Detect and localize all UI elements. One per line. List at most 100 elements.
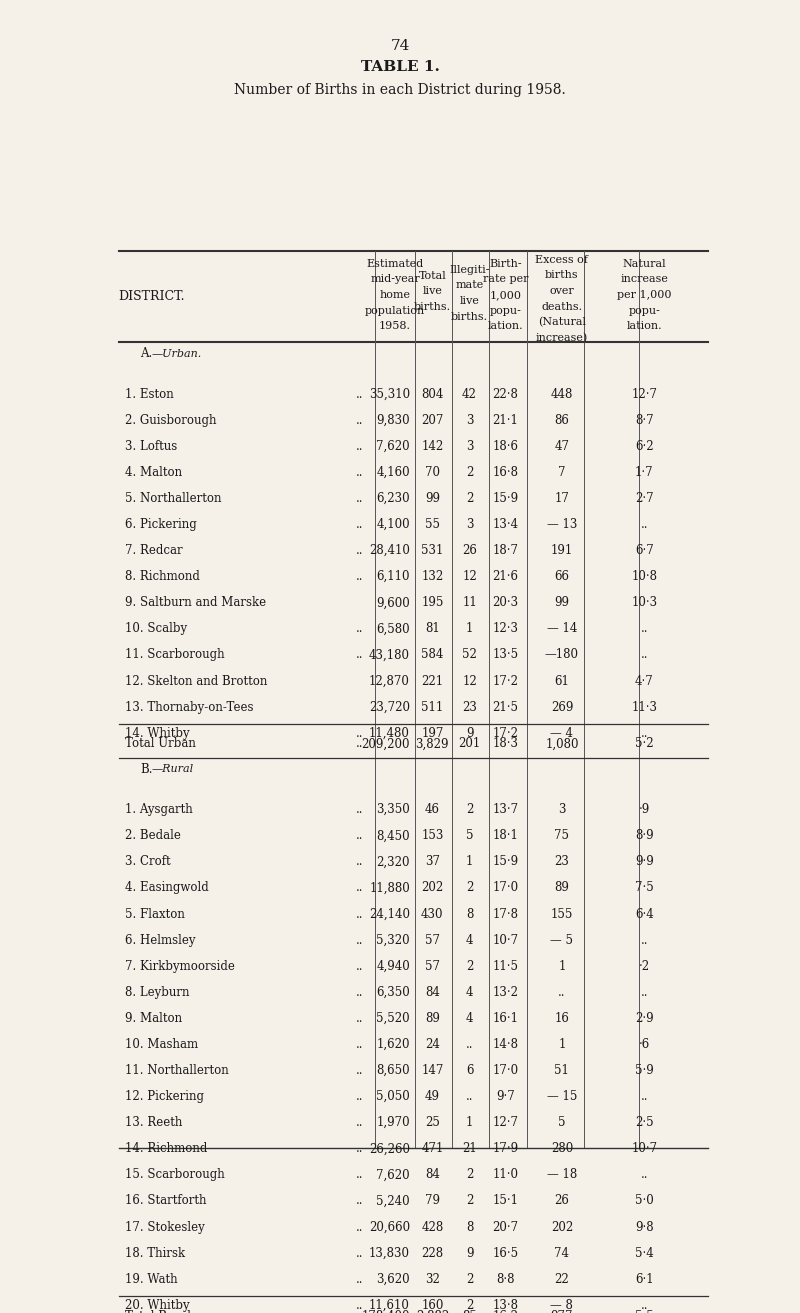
Text: 6·4: 6·4 [635, 907, 654, 920]
Text: 2: 2 [466, 804, 474, 817]
Text: mid-year: mid-year [370, 274, 420, 285]
Text: 17·8: 17·8 [493, 907, 518, 920]
Text: 74: 74 [390, 39, 410, 54]
Text: ..: .. [355, 1090, 363, 1103]
Text: 57: 57 [425, 934, 440, 947]
Text: 11,610: 11,610 [369, 1299, 410, 1312]
Text: 75: 75 [554, 830, 570, 843]
Text: increase): increase) [536, 334, 588, 343]
Text: Total: Total [418, 270, 446, 281]
Text: 18·6: 18·6 [493, 440, 518, 453]
Text: 228: 228 [422, 1246, 443, 1259]
Text: 11. Scarborough: 11. Scarborough [125, 649, 225, 662]
Text: 18·7: 18·7 [493, 544, 518, 557]
Text: 16·1: 16·1 [493, 1012, 518, 1025]
Text: 1: 1 [466, 1116, 474, 1129]
Text: 1,000: 1,000 [490, 290, 522, 299]
Text: 12: 12 [462, 570, 477, 583]
Text: 4: 4 [466, 934, 474, 947]
Text: 18·1: 18·1 [493, 830, 518, 843]
Text: 12. Skelton and Brotton: 12. Skelton and Brotton [125, 675, 267, 688]
Text: 142: 142 [421, 440, 443, 453]
Text: 13. Thornaby-on-Tees: 13. Thornaby-on-Tees [125, 701, 254, 714]
Text: 1: 1 [466, 855, 474, 868]
Text: 13·8: 13·8 [493, 1299, 518, 1312]
Text: 4,160: 4,160 [376, 466, 410, 479]
Text: 26: 26 [462, 544, 477, 557]
Text: 1,970: 1,970 [376, 1116, 410, 1129]
Text: 201: 201 [458, 738, 481, 751]
Text: 1,620: 1,620 [377, 1039, 410, 1050]
Text: 9,600: 9,600 [376, 596, 410, 609]
Text: 5,520: 5,520 [376, 1012, 410, 1025]
Text: 2: 2 [466, 1299, 474, 1312]
Text: 2: 2 [466, 960, 474, 973]
Text: 4. Malton: 4. Malton [125, 466, 182, 479]
Text: 1·7: 1·7 [635, 466, 654, 479]
Text: DISTRICT.: DISTRICT. [118, 290, 185, 302]
Text: ..: .. [355, 649, 363, 662]
Text: 1: 1 [466, 622, 474, 635]
Text: increase: increase [621, 274, 668, 285]
Text: 9: 9 [466, 726, 474, 739]
Text: 17·2: 17·2 [493, 726, 518, 739]
Text: 1: 1 [558, 960, 566, 973]
Text: 10·7: 10·7 [493, 934, 518, 947]
Text: ..: .. [355, 738, 363, 751]
Text: 2,320: 2,320 [377, 855, 410, 868]
Text: live: live [422, 286, 442, 297]
Text: 11·5: 11·5 [493, 960, 518, 973]
Text: 977: 977 [550, 1309, 573, 1313]
Text: 12·3: 12·3 [493, 622, 518, 635]
Text: 57: 57 [425, 960, 440, 973]
Text: 3,829: 3,829 [415, 738, 449, 751]
Text: 6,580: 6,580 [376, 622, 410, 635]
Text: 155: 155 [550, 907, 573, 920]
Text: ·6: ·6 [638, 1039, 650, 1050]
Text: 35,310: 35,310 [369, 387, 410, 400]
Text: rate per: rate per [482, 274, 528, 285]
Text: 10. Scalby: 10. Scalby [125, 622, 187, 635]
Text: — 4: — 4 [550, 726, 574, 739]
Text: 1. Eston: 1. Eston [125, 387, 174, 400]
Text: 4: 4 [466, 1012, 474, 1025]
Text: 5. Flaxton: 5. Flaxton [125, 907, 185, 920]
Text: 5,240: 5,240 [376, 1195, 410, 1208]
Text: ..: .. [355, 1195, 363, 1208]
Text: 74: 74 [554, 1246, 570, 1259]
Text: 49: 49 [425, 1090, 440, 1103]
Text: popu-: popu- [629, 306, 660, 315]
Text: 22: 22 [554, 1272, 570, 1285]
Text: — 18: — 18 [546, 1169, 577, 1182]
Text: 19. Wath: 19. Wath [125, 1272, 178, 1285]
Text: ..: .. [355, 544, 363, 557]
Text: 2: 2 [466, 492, 474, 506]
Text: 1958.: 1958. [379, 322, 411, 331]
Text: B.: B. [140, 763, 153, 776]
Text: 3. Croft: 3. Croft [125, 855, 170, 868]
Text: 12: 12 [462, 675, 477, 688]
Text: 24,140: 24,140 [369, 907, 410, 920]
Text: 16·5: 16·5 [493, 1246, 518, 1259]
Text: 269: 269 [550, 701, 573, 714]
Text: 5·5: 5·5 [635, 1309, 654, 1313]
Text: 9·7: 9·7 [496, 1090, 515, 1103]
Text: ..: .. [355, 440, 363, 453]
Text: (Natural: (Natural [538, 318, 586, 328]
Text: 221: 221 [422, 675, 443, 688]
Text: 79: 79 [425, 1195, 440, 1208]
Text: 26: 26 [554, 1195, 570, 1208]
Text: 8. Leyburn: 8. Leyburn [125, 986, 190, 999]
Text: popu-: popu- [490, 306, 522, 315]
Text: 61: 61 [554, 675, 570, 688]
Text: 32: 32 [425, 1272, 440, 1285]
Text: 25: 25 [425, 1116, 440, 1129]
Text: 43,180: 43,180 [369, 649, 410, 662]
Text: per 1,000: per 1,000 [617, 290, 672, 299]
Text: 8,650: 8,650 [376, 1064, 410, 1077]
Text: 86: 86 [554, 414, 570, 427]
Text: 16: 16 [554, 1012, 570, 1025]
Text: 23,720: 23,720 [369, 701, 410, 714]
Text: 471: 471 [421, 1142, 443, 1155]
Text: 8·9: 8·9 [635, 830, 654, 843]
